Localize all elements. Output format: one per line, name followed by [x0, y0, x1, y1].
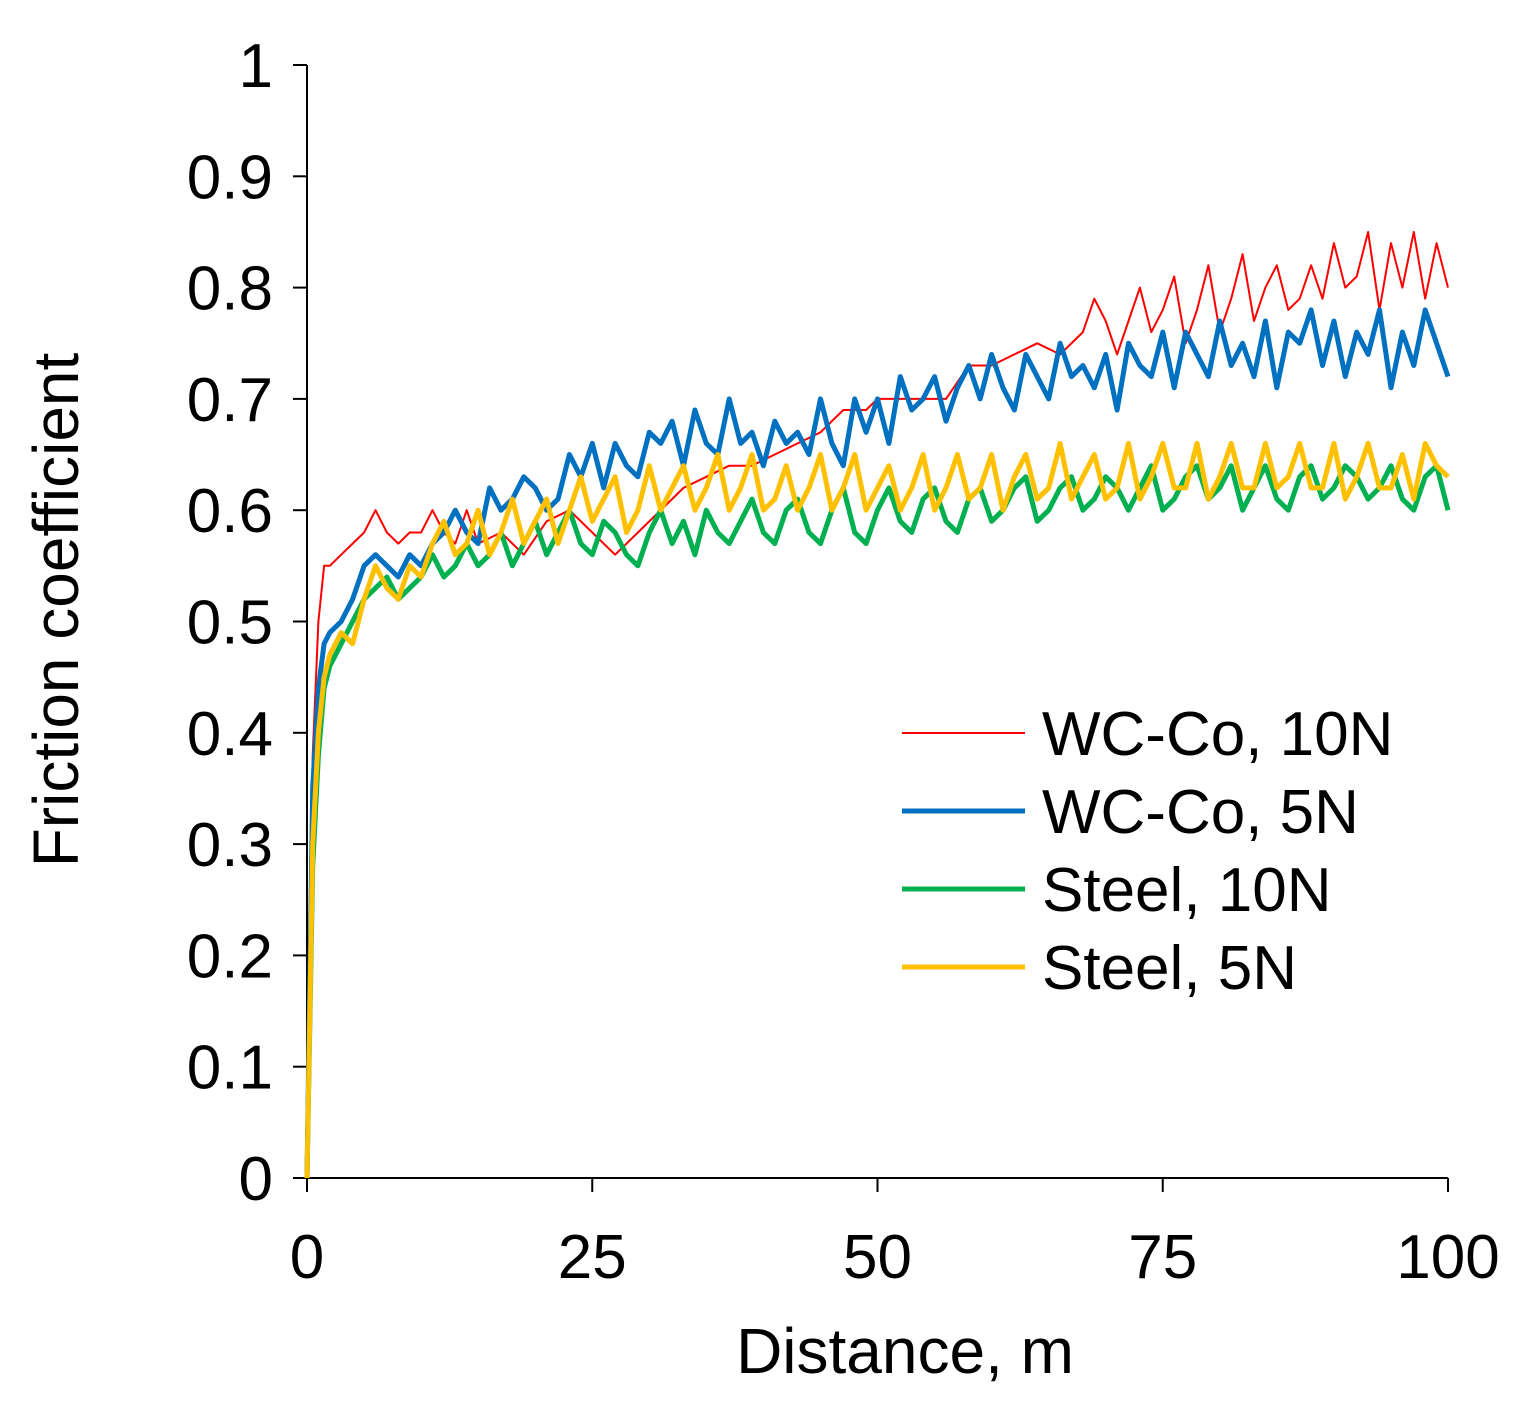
- y-tick-label: 0.7: [187, 366, 273, 435]
- series-line: [306, 231, 1449, 1179]
- series-line: [304, 440, 1450, 1179]
- legend-label: Steel, 10N: [1042, 856, 1332, 925]
- y-tick-label: 0.3: [187, 811, 273, 880]
- y-tick-label: 0.4: [187, 700, 273, 769]
- legend-label: WC-Co, 5N: [1042, 778, 1359, 847]
- y-tick-label: 1: [239, 32, 273, 101]
- series-line: [304, 307, 1451, 1179]
- x-tick-label: 50: [843, 1223, 912, 1292]
- y-tick-label: 0.5: [187, 589, 273, 658]
- y-tick-label: 0.1: [187, 1034, 273, 1103]
- y-tick-label: 0.9: [187, 143, 273, 212]
- axes: 0 0.1 0.2 0.3 0.4 0.5 0.6 0.7 0.8 0.9 1 0 25 50 75 100: [187, 32, 1500, 1292]
- y-tick-label: 0.6: [187, 477, 273, 546]
- y-tick-label: 0.8: [187, 255, 273, 324]
- x-tick-label: 0: [290, 1223, 324, 1292]
- x-tick-label: 25: [558, 1223, 627, 1292]
- y-tick-label: 0.2: [187, 922, 273, 991]
- y-axis-title: Friction coefficient: [20, 352, 92, 867]
- x-axis-title: Distance, m: [736, 1315, 1074, 1387]
- legend-label: WC-Co, 10N: [1042, 700, 1393, 769]
- x-tick-label: 75: [1128, 1223, 1197, 1292]
- legend: WC-Co, 10N WC-Co, 5N Steel, 10N Steel, 5N: [902, 700, 1393, 1003]
- series-layer: [304, 231, 1451, 1179]
- legend-label: Steel, 5N: [1042, 934, 1297, 1003]
- y-tick-label: 0: [239, 1145, 273, 1214]
- x-tick-label: 100: [1396, 1223, 1499, 1292]
